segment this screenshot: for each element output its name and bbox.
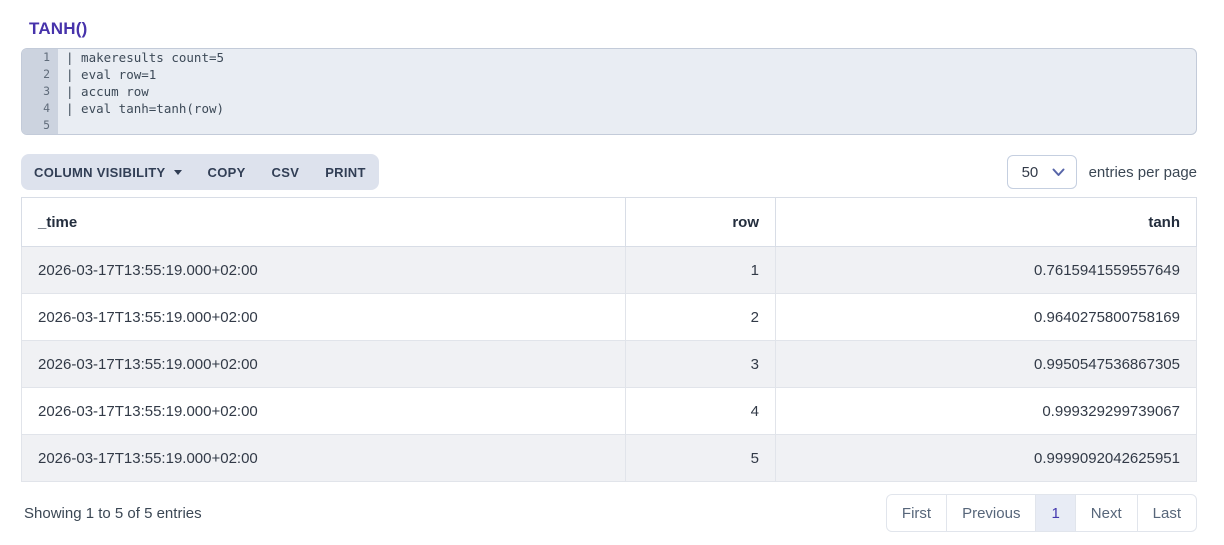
chevron-down-icon bbox=[1052, 168, 1065, 176]
pagination-previous-button[interactable]: Previous bbox=[946, 494, 1037, 532]
caret-down-icon bbox=[173, 169, 182, 175]
line-number: 1 bbox=[22, 49, 58, 66]
code-line: 5 bbox=[22, 117, 1196, 134]
code-block: 1 | makeresults count=5 2 | eval row=1 3… bbox=[21, 48, 1197, 135]
column-header-tanh[interactable]: tanh bbox=[775, 197, 1197, 247]
code-text: | accum row bbox=[66, 84, 149, 99]
column-header-row[interactable]: row bbox=[625, 197, 776, 247]
table-toolbar: COLUMN VISIBILITY COPY CSV PRINT 50 entr… bbox=[21, 154, 1197, 190]
table-header-row: _time row tanh bbox=[21, 197, 1197, 247]
pagination-page-1-button[interactable]: 1 bbox=[1035, 494, 1076, 532]
page-title: TANH() bbox=[29, 19, 88, 38]
line-number: 2 bbox=[22, 66, 58, 83]
code-line: 4 | eval tanh=tanh(row) bbox=[22, 100, 1196, 117]
entries-per-page-label: entries per page bbox=[1088, 163, 1197, 181]
showing-entries-text: Showing 1 to 5 of 5 entries bbox=[24, 504, 202, 522]
cell-time: 2026-03-17T13:55:19.000+02:00 bbox=[21, 387, 626, 435]
cell-tanh: 0.9999092042625951 bbox=[775, 434, 1197, 482]
line-number: 4 bbox=[22, 100, 58, 117]
cell-tanh: 0.9640275800758169 bbox=[775, 293, 1197, 341]
cell-row: 2 bbox=[625, 293, 776, 341]
code-line: 3 | accum row bbox=[22, 83, 1196, 100]
table-row: 2026-03-17T13:55:19.000+02:00 3 0.995054… bbox=[21, 340, 1197, 388]
code-text: | eval row=1 bbox=[66, 67, 157, 82]
selected-entries-value: 50 bbox=[1021, 163, 1039, 181]
cell-tanh: 0.7615941559557649 bbox=[775, 246, 1197, 294]
column-visibility-label: COLUMN VISIBILITY bbox=[34, 164, 166, 180]
cell-row: 4 bbox=[625, 387, 776, 435]
column-visibility-button[interactable]: COLUMN VISIBILITY bbox=[21, 154, 195, 190]
code-text: | makeresults count=5 bbox=[66, 50, 225, 65]
page: TANH() 1 | makeresults count=5 2 | eval … bbox=[21, 19, 1197, 532]
table-footer: Showing 1 to 5 of 5 entries First Previo… bbox=[21, 494, 1197, 532]
results-table: _time row tanh 2026-03-17T13:55:19.000+0… bbox=[21, 197, 1197, 482]
cell-tanh: 0.9950547536867305 bbox=[775, 340, 1197, 388]
code-line: 1 | makeresults count=5 bbox=[22, 49, 1196, 66]
pagination-next-button[interactable]: Next bbox=[1074, 494, 1138, 532]
export-button-group: COLUMN VISIBILITY COPY CSV PRINT bbox=[21, 154, 379, 190]
cell-time: 2026-03-17T13:55:19.000+02:00 bbox=[21, 246, 626, 294]
line-number: 3 bbox=[22, 83, 58, 100]
line-number: 5 bbox=[22, 117, 58, 134]
cell-row: 1 bbox=[625, 246, 776, 294]
cell-time: 2026-03-17T13:55:19.000+02:00 bbox=[21, 293, 626, 341]
entries-per-page: 50 entries per page bbox=[1006, 155, 1197, 189]
cell-time: 2026-03-17T13:55:19.000+02:00 bbox=[21, 340, 626, 388]
cell-row: 3 bbox=[625, 340, 776, 388]
csv-button[interactable]: CSV bbox=[259, 154, 313, 190]
cell-row: 5 bbox=[625, 434, 776, 482]
print-button[interactable]: PRINT bbox=[312, 154, 379, 190]
pagination-last-button[interactable]: Last bbox=[1136, 494, 1197, 532]
column-header-time[interactable]: _time bbox=[21, 197, 626, 247]
table-row: 2026-03-17T13:55:19.000+02:00 1 0.761594… bbox=[21, 246, 1197, 294]
table-row: 2026-03-17T13:55:19.000+02:00 5 0.999909… bbox=[21, 434, 1197, 482]
code-text: | eval tanh=tanh(row) bbox=[66, 101, 225, 116]
copy-button[interactable]: COPY bbox=[195, 154, 259, 190]
cell-time: 2026-03-17T13:55:19.000+02:00 bbox=[21, 434, 626, 482]
code-line: 2 | eval row=1 bbox=[22, 66, 1196, 83]
cell-tanh: 0.999329299739067 bbox=[775, 387, 1197, 435]
code-text bbox=[58, 117, 66, 134]
pagination: First Previous 1 Next Last bbox=[885, 494, 1197, 532]
entries-per-page-select[interactable]: 50 bbox=[1006, 155, 1077, 189]
table-row: 2026-03-17T13:55:19.000+02:00 2 0.964027… bbox=[21, 293, 1197, 341]
pagination-first-button[interactable]: First bbox=[885, 494, 948, 532]
table-row: 2026-03-17T13:55:19.000+02:00 4 0.999329… bbox=[21, 387, 1197, 435]
